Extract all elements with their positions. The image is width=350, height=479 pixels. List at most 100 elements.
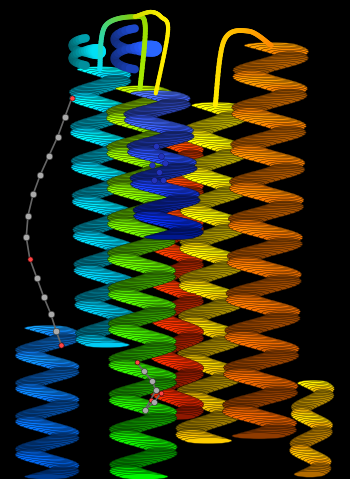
Ellipse shape [17, 378, 58, 384]
Ellipse shape [92, 218, 134, 224]
Ellipse shape [187, 123, 233, 129]
Ellipse shape [247, 355, 297, 361]
Ellipse shape [77, 339, 120, 345]
Ellipse shape [177, 358, 217, 364]
Point [25, 212, 31, 219]
Ellipse shape [16, 349, 46, 354]
Ellipse shape [108, 213, 154, 218]
Ellipse shape [90, 276, 134, 282]
Ellipse shape [29, 327, 74, 332]
Ellipse shape [188, 196, 236, 202]
Ellipse shape [104, 178, 132, 183]
Ellipse shape [307, 422, 333, 428]
Ellipse shape [177, 151, 203, 158]
Ellipse shape [84, 342, 130, 348]
Ellipse shape [16, 388, 57, 393]
Ellipse shape [187, 381, 234, 388]
Ellipse shape [291, 403, 318, 410]
Ellipse shape [130, 140, 180, 146]
Ellipse shape [234, 69, 270, 75]
Ellipse shape [205, 412, 241, 419]
Ellipse shape [211, 374, 241, 380]
Ellipse shape [19, 422, 64, 428]
Ellipse shape [150, 382, 184, 388]
Ellipse shape [188, 344, 235, 350]
Ellipse shape [78, 118, 123, 124]
Ellipse shape [100, 74, 130, 80]
Ellipse shape [203, 191, 245, 197]
Ellipse shape [150, 244, 181, 251]
Ellipse shape [198, 341, 242, 347]
Ellipse shape [259, 196, 304, 203]
Ellipse shape [75, 202, 119, 208]
Ellipse shape [116, 297, 164, 303]
Ellipse shape [29, 472, 74, 478]
Ellipse shape [27, 407, 72, 413]
Ellipse shape [145, 306, 174, 311]
Ellipse shape [176, 430, 208, 436]
Ellipse shape [154, 232, 202, 237]
Ellipse shape [257, 308, 301, 315]
Ellipse shape [232, 144, 266, 150]
Ellipse shape [304, 383, 333, 389]
Ellipse shape [80, 341, 125, 346]
Ellipse shape [87, 150, 131, 156]
Ellipse shape [147, 220, 197, 225]
Ellipse shape [181, 165, 217, 171]
Ellipse shape [219, 112, 245, 118]
Ellipse shape [153, 320, 191, 327]
Ellipse shape [178, 397, 222, 403]
Ellipse shape [82, 68, 126, 74]
Ellipse shape [138, 217, 188, 222]
Ellipse shape [141, 304, 176, 310]
Ellipse shape [100, 77, 131, 82]
Ellipse shape [152, 392, 188, 399]
Ellipse shape [92, 149, 132, 155]
Ellipse shape [74, 235, 116, 241]
Ellipse shape [262, 310, 300, 316]
Ellipse shape [49, 467, 78, 472]
Ellipse shape [274, 89, 304, 95]
Point [58, 341, 64, 349]
Ellipse shape [180, 150, 201, 156]
Ellipse shape [300, 382, 331, 388]
Ellipse shape [75, 331, 111, 336]
Ellipse shape [74, 261, 110, 267]
Ellipse shape [103, 143, 132, 149]
Ellipse shape [186, 325, 233, 331]
Ellipse shape [190, 289, 237, 296]
Ellipse shape [107, 220, 142, 226]
Ellipse shape [239, 394, 292, 400]
Ellipse shape [106, 315, 136, 320]
Ellipse shape [179, 260, 202, 266]
Ellipse shape [181, 171, 218, 177]
Ellipse shape [44, 336, 79, 342]
Ellipse shape [114, 226, 163, 232]
Ellipse shape [77, 67, 122, 72]
Ellipse shape [75, 265, 104, 271]
Ellipse shape [187, 138, 234, 144]
Ellipse shape [109, 284, 153, 289]
Ellipse shape [151, 319, 186, 325]
Ellipse shape [225, 335, 271, 341]
Ellipse shape [152, 162, 188, 168]
Ellipse shape [215, 113, 247, 119]
Ellipse shape [303, 431, 332, 437]
Ellipse shape [130, 276, 175, 282]
Ellipse shape [201, 255, 244, 262]
Ellipse shape [177, 356, 212, 363]
Ellipse shape [76, 329, 115, 335]
Ellipse shape [180, 331, 202, 337]
Ellipse shape [131, 170, 174, 176]
Ellipse shape [195, 253, 241, 260]
Ellipse shape [297, 417, 329, 423]
Ellipse shape [51, 334, 77, 339]
Ellipse shape [226, 296, 266, 302]
Ellipse shape [143, 410, 176, 416]
Ellipse shape [168, 225, 202, 230]
Ellipse shape [144, 307, 174, 313]
Ellipse shape [138, 373, 177, 379]
Ellipse shape [109, 112, 136, 118]
Ellipse shape [169, 228, 203, 234]
Ellipse shape [232, 109, 270, 115]
